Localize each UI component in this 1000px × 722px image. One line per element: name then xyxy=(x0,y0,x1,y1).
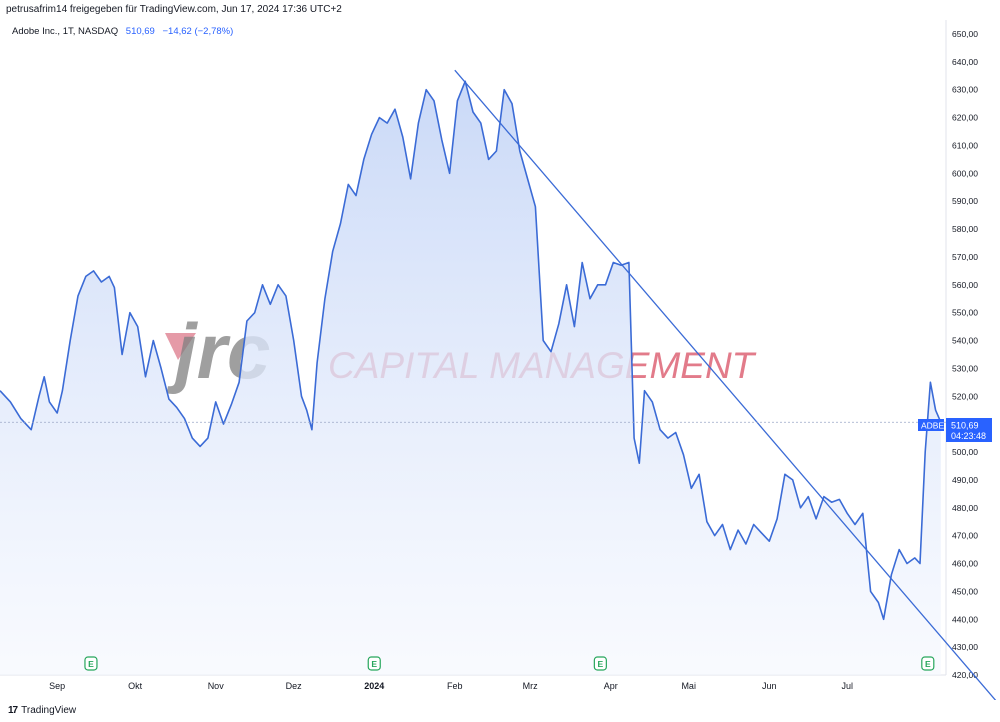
tradingview-logo-icon[interactable]: 17 xyxy=(8,705,18,716)
x-tick-label: Mai xyxy=(681,681,696,691)
y-tick-label: 480,00 xyxy=(952,503,978,513)
price-badge: ADBE 510,69 04:23:48 xyxy=(918,418,992,442)
legend-symbol[interactable]: Adobe Inc., 1T, NASDAQ xyxy=(12,26,119,37)
y-tick-label: 450,00 xyxy=(952,586,978,596)
y-tick-label: 580,00 xyxy=(952,224,978,234)
x-axis: Sep Okt Nov Dez 2024 Feb Mrz Apr Mai Jun Jul xyxy=(49,681,853,691)
legend-last-price: 510,69 xyxy=(125,26,155,37)
y-tick-label: 430,00 xyxy=(952,642,978,652)
price-badge-value-bg xyxy=(946,418,992,442)
attribution-text: petrusafrim14 freigegeben für TradingVie… xyxy=(6,4,342,15)
price-badge-countdown: 04:23:48 xyxy=(951,431,986,441)
price-badge-ticker: ADBE xyxy=(921,421,944,431)
earnings-marker-icon[interactable]: E xyxy=(593,656,607,671)
svg-text:E: E xyxy=(88,659,94,669)
x-tick-label: Jul xyxy=(841,681,853,691)
y-tick-label: 630,00 xyxy=(952,85,978,95)
price-badge-price: 510,69 xyxy=(951,421,979,431)
y-tick-label: 620,00 xyxy=(952,113,978,123)
earnings-marker-icon[interactable]: E xyxy=(921,656,935,671)
y-tick-label: 610,00 xyxy=(952,140,978,150)
legend: Adobe Inc., 1T, NASDAQ 510,69 −14,62 (−2… xyxy=(12,26,233,37)
earnings-marker-icon[interactable]: E xyxy=(84,656,98,671)
x-tick-label: Sep xyxy=(49,681,65,691)
price-line xyxy=(0,80,942,621)
price-area-fill xyxy=(0,81,941,676)
x-tick-label: 2024 xyxy=(364,681,384,691)
price-chart[interactable]: 650,00 640,00 630,00 620,00 610,00 600,00 590,… xyxy=(0,0,1000,700)
y-tick-label: 420,00 xyxy=(952,670,978,680)
x-tick-label: Feb xyxy=(447,681,463,691)
y-tick-label: 550,00 xyxy=(952,308,978,318)
downtrend-line[interactable] xyxy=(454,69,997,700)
y-tick-label: 440,00 xyxy=(952,614,978,624)
y-tick-label: 590,00 xyxy=(952,196,978,206)
y-tick-label: 490,00 xyxy=(952,475,978,485)
tradingview-brand[interactable]: TradingView xyxy=(21,705,77,716)
y-tick-label: 460,00 xyxy=(952,559,978,569)
x-tick-label: Apr xyxy=(604,681,618,691)
y-axis: 650,00 640,00 630,00 620,00 610,00 600,00 590,… xyxy=(952,29,978,680)
x-tick-label: Jun xyxy=(762,681,777,691)
y-tick-label: 500,00 xyxy=(952,447,978,457)
y-tick-label: 600,00 xyxy=(952,168,978,178)
price-badge-ticker-bg xyxy=(918,419,944,431)
y-tick-label: 530,00 xyxy=(952,363,978,373)
footer: 17 TradingView xyxy=(8,705,76,716)
svg-text:E: E xyxy=(925,659,931,669)
x-tick-label: Mrz xyxy=(523,681,538,691)
y-tick-label: 640,00 xyxy=(952,57,978,67)
watermark-logo-mark xyxy=(165,333,196,360)
y-tick-label: 540,00 xyxy=(952,336,978,346)
x-tick-label: Nov xyxy=(208,681,225,691)
svg-text:E: E xyxy=(371,659,377,669)
x-tick-label: Okt xyxy=(128,681,143,691)
y-tick-label: 560,00 xyxy=(952,280,978,290)
legend-change: −14,62 (−2,78%) xyxy=(162,26,234,37)
y-tick-label: 570,00 xyxy=(952,252,978,262)
y-tick-label: 470,00 xyxy=(952,531,978,541)
earnings-marker-icon[interactable]: E xyxy=(367,656,381,671)
svg-text:E: E xyxy=(598,659,604,669)
x-tick-label: Dez xyxy=(286,681,303,691)
y-tick-label: 520,00 xyxy=(952,391,978,401)
y-tick-label: 650,00 xyxy=(952,29,978,39)
